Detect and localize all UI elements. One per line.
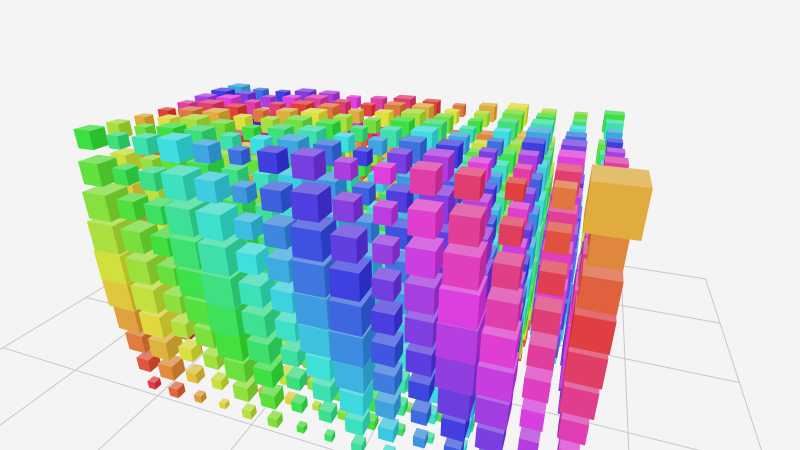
cube-field [73,83,653,450]
